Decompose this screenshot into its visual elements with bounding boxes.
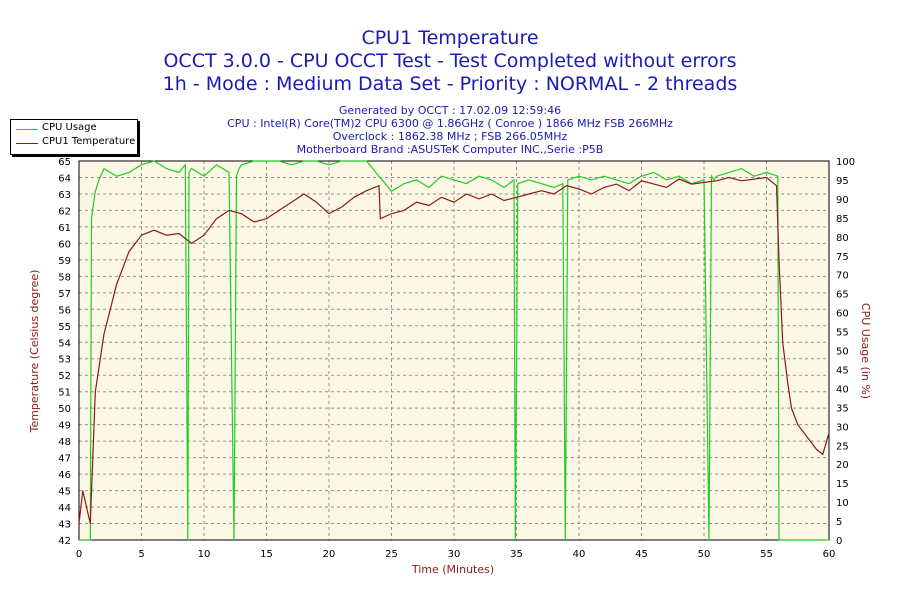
y-right-tick-label: 5 (836, 517, 842, 528)
x-tick-label: 20 (323, 549, 336, 560)
y-left-tick-label: 64 (58, 173, 71, 184)
y-right-tick-label: 95 (836, 176, 849, 187)
chart-legend: CPU Usage CPU1 Temperature (10, 119, 138, 155)
chart-plot (78, 160, 830, 541)
y-right-tick-label: 35 (836, 403, 849, 414)
y-left-tick-label: 62 (58, 206, 71, 217)
chart-subtitle-test: OCCT 3.0.0 - CPU OCCT Test - Test Comple… (163, 50, 737, 72)
legend-label-cpu-usage: CPU Usage (42, 122, 97, 133)
y-left-tick-label: 53 (58, 355, 71, 366)
y-axis-left-label: Temperature (Celsius degree) (28, 270, 41, 434)
y-left-tick-label: 45 (58, 487, 71, 498)
y-right-tick-label: 20 (836, 460, 849, 471)
y-right-tick-label: 100 (836, 157, 855, 168)
y-left-tick-label: 57 (58, 289, 71, 300)
y-left-tick-label: 44 (58, 503, 71, 514)
y-right-tick-label: 80 (836, 233, 849, 244)
y-left-tick-label: 63 (58, 190, 71, 201)
cpu-info: CPU : Intel(R) Core(TM)2 CPU 6300 @ 1.86… (227, 117, 673, 130)
chart-subtitle-mode: 1h - Mode : Medium Data Set - Priority :… (162, 73, 738, 95)
x-tick-label: 55 (760, 549, 773, 560)
x-tick-label: 25 (385, 549, 398, 560)
y-right-tick-label: 0 (836, 536, 842, 547)
x-tick-label: 45 (635, 549, 648, 560)
y-left-tick-label: 60 (58, 239, 71, 250)
y-left-tick-label: 43 (58, 520, 71, 531)
legend-swatch-cpu-usage (16, 129, 38, 130)
legend-swatch-cpu-temperature (16, 143, 38, 144)
y-right-tick-label: 15 (836, 479, 849, 490)
series-line-cpu-usage (79, 160, 829, 541)
y-right-tick-label: 85 (836, 214, 849, 225)
y-left-tick-label: 59 (58, 256, 71, 267)
y-left-tick-label: 49 (58, 421, 71, 432)
x-tick-label: 30 (448, 549, 461, 560)
y-left-tick-label: 47 (58, 454, 71, 465)
y-left-tick-label: 65 (58, 157, 71, 168)
y-right-tick-label: 60 (836, 309, 849, 320)
x-tick-label: 15 (260, 549, 273, 560)
y-right-tick-label: 75 (836, 252, 849, 263)
x-tick-label: 10 (198, 549, 211, 560)
plot-area (79, 161, 829, 540)
series-line-cpu-temperature (78, 176, 830, 524)
legend-label-cpu-temperature: CPU1 Temperature (42, 136, 136, 147)
y-right-tick-label: 50 (836, 347, 849, 358)
y-right-tick-label: 90 (836, 195, 849, 206)
x-axis-label: Time (Minutes) (411, 563, 494, 576)
y-left-tick-label: 55 (58, 322, 71, 333)
generated-info: Generated by OCCT : 17.02.09 12:59:46 (338, 104, 562, 117)
plot-border (78, 160, 830, 541)
y-left-tick-label: 61 (58, 223, 71, 234)
overclock-info: Overclock : 1862.38 MHz ; FSB 266.05MHz (332, 130, 568, 143)
y-left-tick-label: 56 (58, 305, 71, 316)
y-right-tick-label: 45 (836, 365, 849, 376)
x-tick-label: 50 (698, 549, 711, 560)
y-left-tick-label: 58 (58, 272, 71, 283)
y-left-tick-label: 46 (58, 470, 71, 481)
y-left-tick-label: 51 (58, 388, 71, 399)
y-left-tick-label: 42 (58, 536, 71, 547)
y-right-tick-label: 40 (836, 384, 849, 395)
chart-grid (78, 160, 830, 541)
y-right-tick-label: 30 (836, 422, 849, 433)
y-right-tick-label: 25 (836, 441, 849, 452)
x-tick-label: 35 (510, 549, 523, 560)
chart-ticks: 0 5 10 15 20 25 30 35 40 45 50 55 604243444546474849… (58, 157, 855, 560)
y-left-tick-label: 54 (58, 338, 71, 349)
x-tick-label: 5 (138, 549, 144, 560)
y-left-tick-label: 48 (58, 437, 71, 448)
y-right-tick-label: 65 (836, 290, 849, 301)
x-tick-label: 40 (573, 549, 586, 560)
chart-title: CPU1 Temperature (361, 27, 539, 49)
y-right-tick-label: 55 (836, 328, 849, 339)
x-tick-label: 0 (76, 549, 82, 560)
x-tick-label: 60 (823, 549, 836, 560)
y-left-tick-label: 52 (58, 371, 71, 382)
y-right-tick-label: 10 (836, 498, 849, 509)
motherboard-info: Motherboard Brand :ASUSTeK Computer INC.… (296, 143, 604, 156)
y-axis-right-label: CPU Usage (in %) (859, 303, 872, 399)
y-left-tick-label: 50 (58, 404, 71, 415)
y-right-tick-label: 70 (836, 271, 849, 282)
